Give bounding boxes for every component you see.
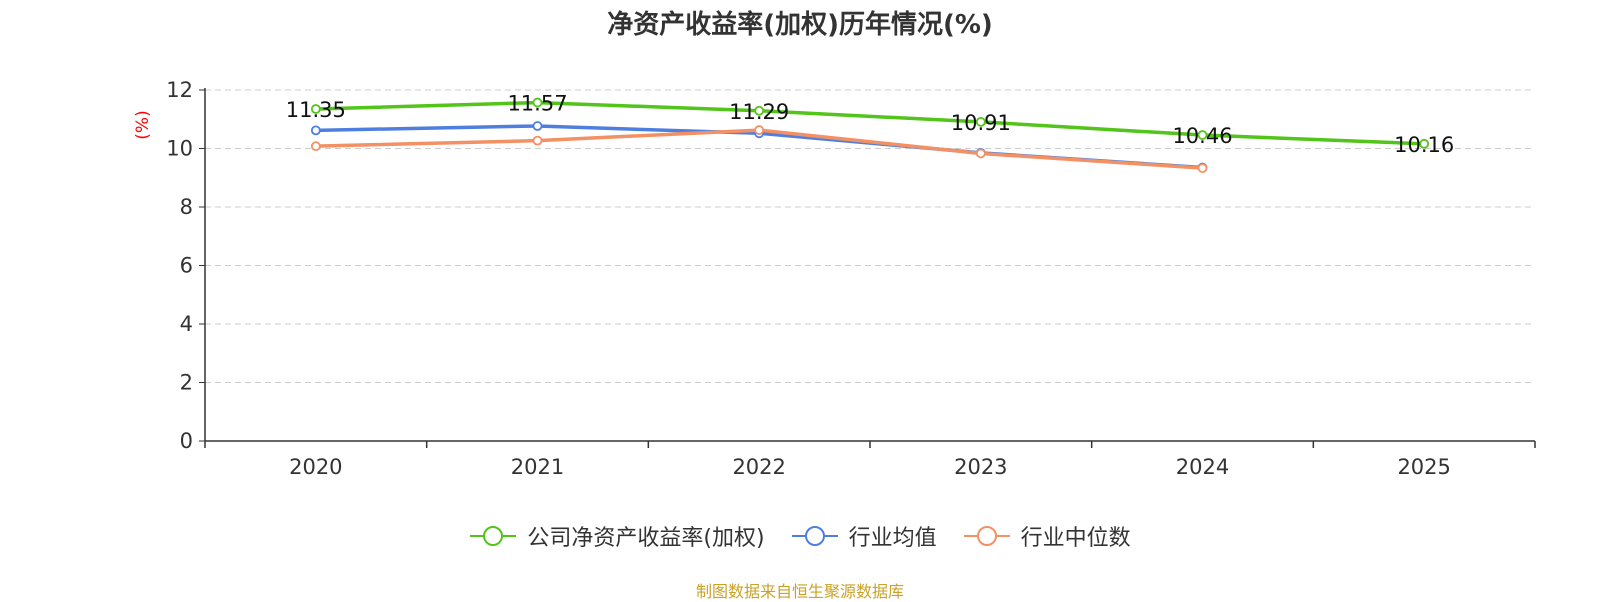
- data-point: [532, 97, 543, 108]
- data-point: [975, 116, 986, 127]
- source-note: 制图数据来自恒生聚源数据库: [695, 582, 904, 601]
- legend-line-icon: [791, 526, 838, 546]
- data-point: [754, 125, 765, 135]
- legend-item[interactable]: 行业均值: [791, 520, 937, 552]
- data-label: 10.46: [1172, 124, 1232, 148]
- legend-line-icon: [470, 526, 517, 546]
- data-point: [754, 105, 765, 116]
- y-tick-label: 8: [180, 195, 193, 219]
- legend-item[interactable]: 行业中位数: [963, 520, 1131, 552]
- series-lines: [310, 97, 1430, 173]
- data-point: [310, 104, 321, 114]
- x-tick-label: 2025: [1397, 455, 1450, 479]
- x-tick-label: 2020: [289, 455, 342, 479]
- y-tick-label: 0: [180, 429, 193, 453]
- data-point: [1197, 163, 1208, 173]
- data-label: 10.16: [1394, 133, 1454, 157]
- legend: 公司净资产收益率(加权) 行业均值 行业中位数: [0, 520, 1600, 552]
- chart-title: 净资产收益率(加权)历年情况(%): [607, 10, 993, 40]
- y-tick-label: 6: [180, 254, 193, 278]
- legend-line-icon: [963, 526, 1010, 546]
- x-tick-label: 2022: [732, 455, 785, 479]
- data-labels: 11.35 11.57 11.29 10.91 10.46 10.16: [286, 92, 1454, 157]
- legend-label: 行业均值: [848, 526, 937, 551]
- data-point: [975, 148, 986, 159]
- y-tick-label: 10: [166, 137, 193, 161]
- series-line: [315, 100, 1425, 146]
- grid-lines: [205, 89, 1535, 383]
- data-label: 10.91: [951, 111, 1011, 135]
- y-tick-label: 4: [180, 312, 193, 336]
- data-label: 11.57: [507, 92, 567, 116]
- y-tick-label: 12: [166, 78, 193, 102]
- legend-label: 公司净资产收益率(加权): [527, 526, 765, 551]
- data-point: [310, 141, 321, 152]
- y-tick-label: 2: [180, 371, 193, 395]
- axes: 0 2 4 6 8 10 12 (%) 2020 2021 2022 2023 2024 2025: [133, 78, 1536, 479]
- x-tick-label: 2021: [511, 455, 564, 479]
- data-point: [532, 121, 543, 131]
- data-point: [1197, 130, 1208, 140]
- legend-label: 行业中位数: [1020, 526, 1131, 551]
- data-point: [1419, 138, 1430, 149]
- data-point: [310, 125, 321, 136]
- x-tick-label: 2024: [1176, 455, 1229, 479]
- data-label: 11.29: [729, 100, 789, 124]
- x-tick-label: 2023: [954, 455, 1007, 479]
- y-axis-title: (%): [133, 110, 153, 139]
- data-label: 11.35: [286, 98, 346, 122]
- legend-item[interactable]: 公司净资产收益率(加权): [469, 520, 765, 552]
- data-point: [532, 135, 543, 146]
